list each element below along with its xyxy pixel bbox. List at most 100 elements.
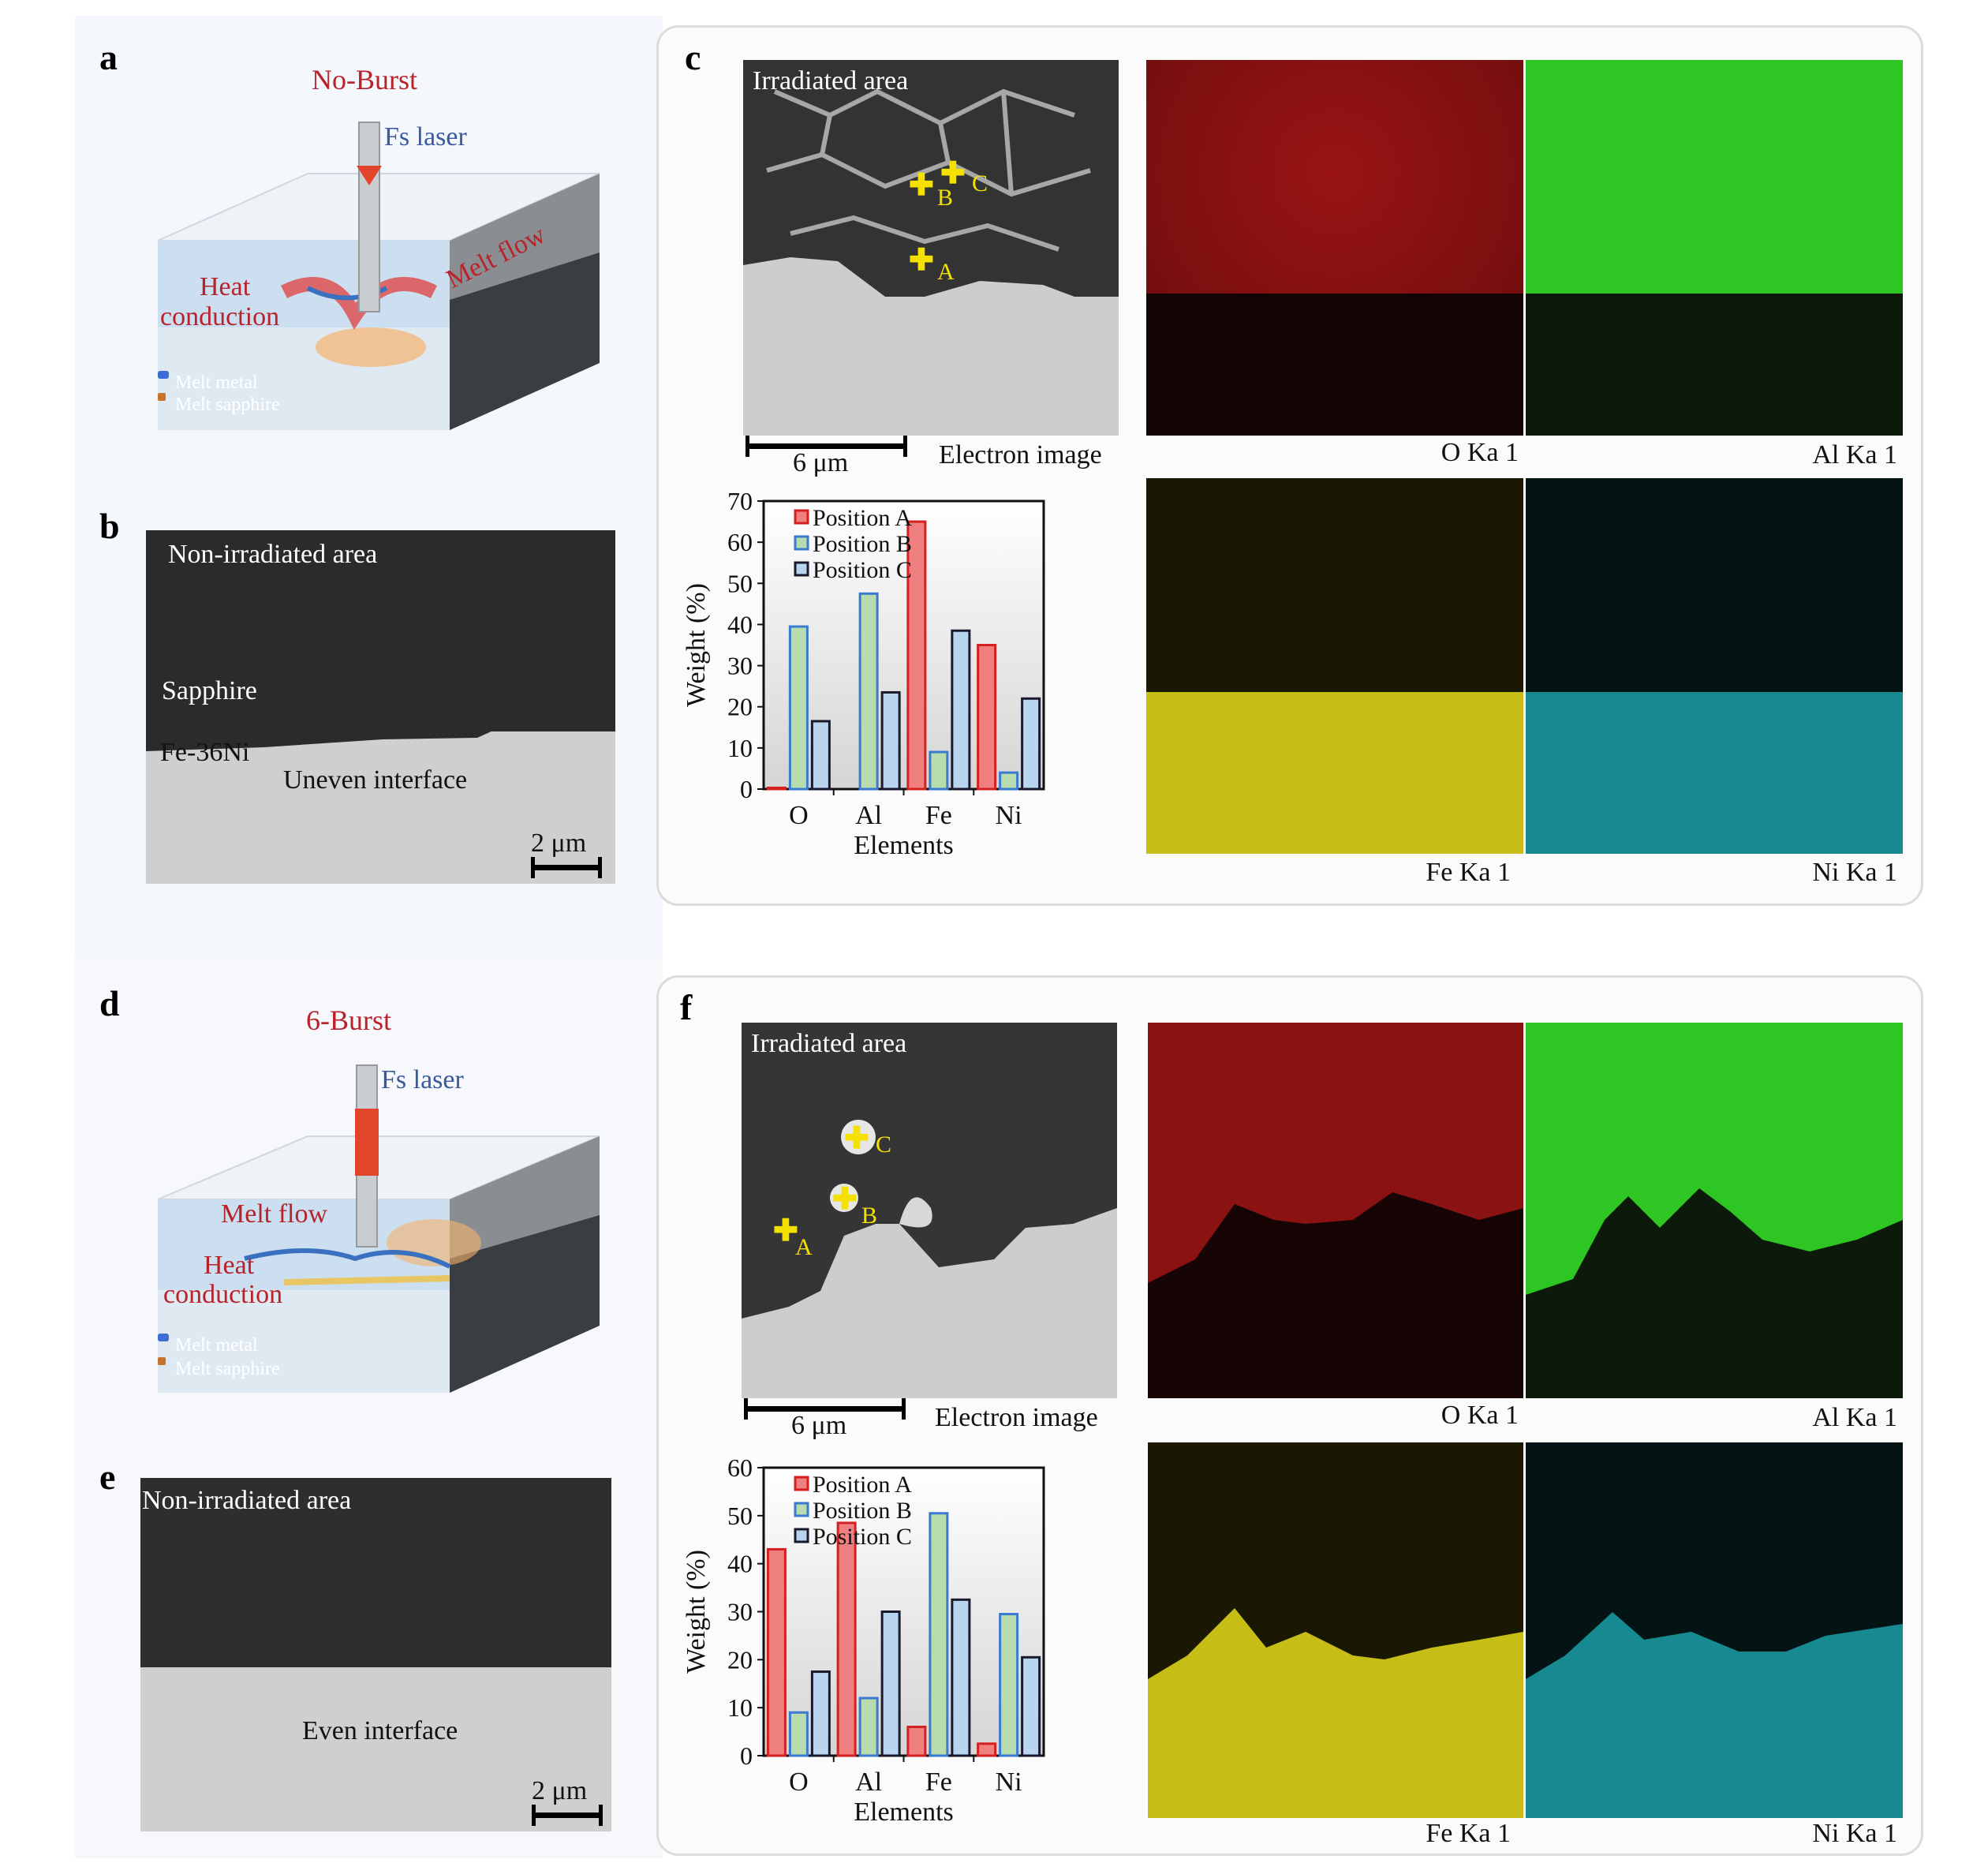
bar-position-c-o (810, 720, 831, 791)
legend-label: Position B (813, 531, 912, 557)
region-label-e: Non-irradiated area (142, 1486, 352, 1515)
y-tick-label: 20 (727, 1645, 753, 1674)
scale-bar-b (531, 857, 602, 878)
legend-label: Position A (813, 1472, 912, 1498)
electron-image-label-c: Electron image (939, 440, 1102, 469)
legend-swatch (794, 561, 809, 577)
y-axis-label: Weight (%) (682, 583, 711, 707)
bar-position-c-fe (951, 629, 971, 791)
x-tick-label: Al (855, 1768, 882, 1797)
y-tick-label: 50 (727, 569, 753, 597)
bar-position-b-ni (999, 771, 1019, 791)
y-tick-label: 30 (727, 652, 753, 680)
y-tick-label: 60 (727, 528, 753, 556)
x-tick-label: Al (855, 801, 882, 830)
bar-position-b-al (858, 1697, 879, 1757)
x-tick-label: O (789, 1768, 809, 1797)
x-tick-label: Fe (925, 801, 952, 830)
x-axis-label: Elements (854, 1798, 954, 1827)
point-b-marker-c: ✚ (909, 169, 934, 202)
y-tick-label: 60 (727, 1453, 753, 1482)
panel-letter-f: f (680, 987, 693, 1027)
panel-letter-b: b (99, 506, 120, 546)
bar-position-c-ni (1021, 1655, 1041, 1757)
y-tick-label: 10 (727, 734, 753, 762)
y-axis-label: Weight (%) (682, 1550, 711, 1674)
bar-position-a-ni (977, 1742, 997, 1757)
bar-position-b-ni (999, 1613, 1019, 1757)
legend-melt-metal-d: Melt metal (175, 1335, 258, 1356)
eds-map-fe-c (1146, 478, 1523, 854)
eds-map-ni-f (1526, 1442, 1903, 1818)
eds-map-ni-c (1526, 478, 1903, 854)
map-caption-al-f: Al Ka 1 (1812, 1403, 1897, 1432)
bar-position-c-fe (951, 1598, 971, 1757)
legend-melt-metal-a: Melt metal (175, 372, 258, 393)
map-caption-ni-c: Ni Ka 1 (1812, 858, 1897, 887)
point-c-label-f: C (876, 1132, 892, 1158)
scale-bar-e (532, 1805, 603, 1826)
panel-letter-d: d (99, 983, 120, 1023)
six-burst-schematic (157, 1064, 600, 1393)
bar-position-b-o (788, 1711, 809, 1757)
point-a-marker-c: ✚ (909, 244, 934, 277)
scale-label-f: 6 μm (791, 1411, 847, 1440)
panel-letter-a: a (99, 37, 118, 77)
bar-chart-f: 0 10 20 30 40 50 60 O Al Fe Ni Elements Weight (%) Po… (682, 1453, 1045, 1827)
map-caption-o-f: O Ka 1 (1441, 1401, 1519, 1430)
x-tick-label: O (789, 801, 809, 830)
map-caption-ni-f: Ni Ka 1 (1812, 1819, 1897, 1848)
legend-swatch (794, 1528, 809, 1543)
legend-swatch (794, 1502, 809, 1517)
y-tick-label: 0 (740, 775, 753, 803)
x-tick-label: Ni (996, 1768, 1022, 1797)
legend-swatch (794, 535, 809, 551)
y-tick-label: 40 (727, 610, 753, 638)
bar-position-c-al (880, 690, 901, 791)
point-b-marker-f: ✚ (832, 1183, 858, 1216)
eds-map-o-c (1146, 60, 1523, 436)
y-tick-label: 70 (727, 487, 753, 515)
map-caption-fe-f: Fe Ka 1 (1426, 1819, 1511, 1848)
plot-area (762, 499, 1045, 791)
bar-position-c-al (880, 1610, 901, 1757)
eds-map-al-f (1526, 1023, 1903, 1398)
interface-label-b: Uneven interface (283, 765, 468, 795)
bar-position-a-fe (906, 1726, 927, 1757)
electron-image-label-f: Electron image (935, 1403, 1098, 1432)
heat-label-a: Heat (200, 272, 251, 301)
map-caption-fe-c: Fe Ka 1 (1426, 858, 1511, 887)
scale-label-b: 2 μm (531, 829, 587, 858)
y-tick-label: 40 (727, 1550, 753, 1578)
sapphire-label: Sapphire (162, 676, 257, 705)
y-tick-label: 10 (727, 1693, 753, 1722)
x-tick-label: Fe (925, 1768, 952, 1797)
bar-chart-c: 0 10 20 30 40 50 60 70 O Al Fe Ni Elements Weight (%)… (682, 487, 1045, 860)
sem-image-e: Non-irradiated area Even interface 2 μm (140, 1478, 611, 1831)
bar-position-a-fe (906, 520, 927, 791)
bar-position-a-al (836, 1521, 857, 1757)
legend-label: Position C (813, 1524, 912, 1550)
scale-label-c: 6 μm (793, 448, 849, 477)
point-c-marker-c: ✚ (940, 157, 966, 190)
eds-map-o-f (1148, 1023, 1523, 1398)
panel-a-title: No-Burst (312, 64, 417, 95)
melt-flow-label-d: Melt flow (221, 1199, 328, 1229)
point-a-label-c: A (937, 259, 955, 285)
alloy-label: Fe-36Ni (160, 738, 250, 767)
point-c-label-c: C (972, 170, 988, 196)
legend-label: Position B (813, 1498, 912, 1524)
interface-label-e: Even interface (302, 1716, 458, 1745)
legend-melt-sapphire-a: Melt sapphire (175, 395, 280, 415)
scale-label-e: 2 μm (532, 1776, 588, 1805)
electron-image-c: Irradiated area ✚ A ✚ B ✚ C (743, 60, 1119, 436)
panel-d-title: 6-Burst (306, 1004, 391, 1036)
bar-position-a-o (766, 786, 787, 791)
electron-image-f: Irradiated area ✚ A ✚ B ✚ C (742, 1023, 1117, 1398)
region-label-b: Non-irradiated area (168, 540, 378, 569)
map-caption-o-c: O Ka 1 (1441, 438, 1519, 467)
point-a-marker-f: ✚ (773, 1214, 798, 1248)
map-caption-al-c: Al Ka 1 (1812, 440, 1897, 469)
panel-letter-c: c (685, 37, 701, 77)
y-tick-label: 20 (727, 693, 753, 721)
